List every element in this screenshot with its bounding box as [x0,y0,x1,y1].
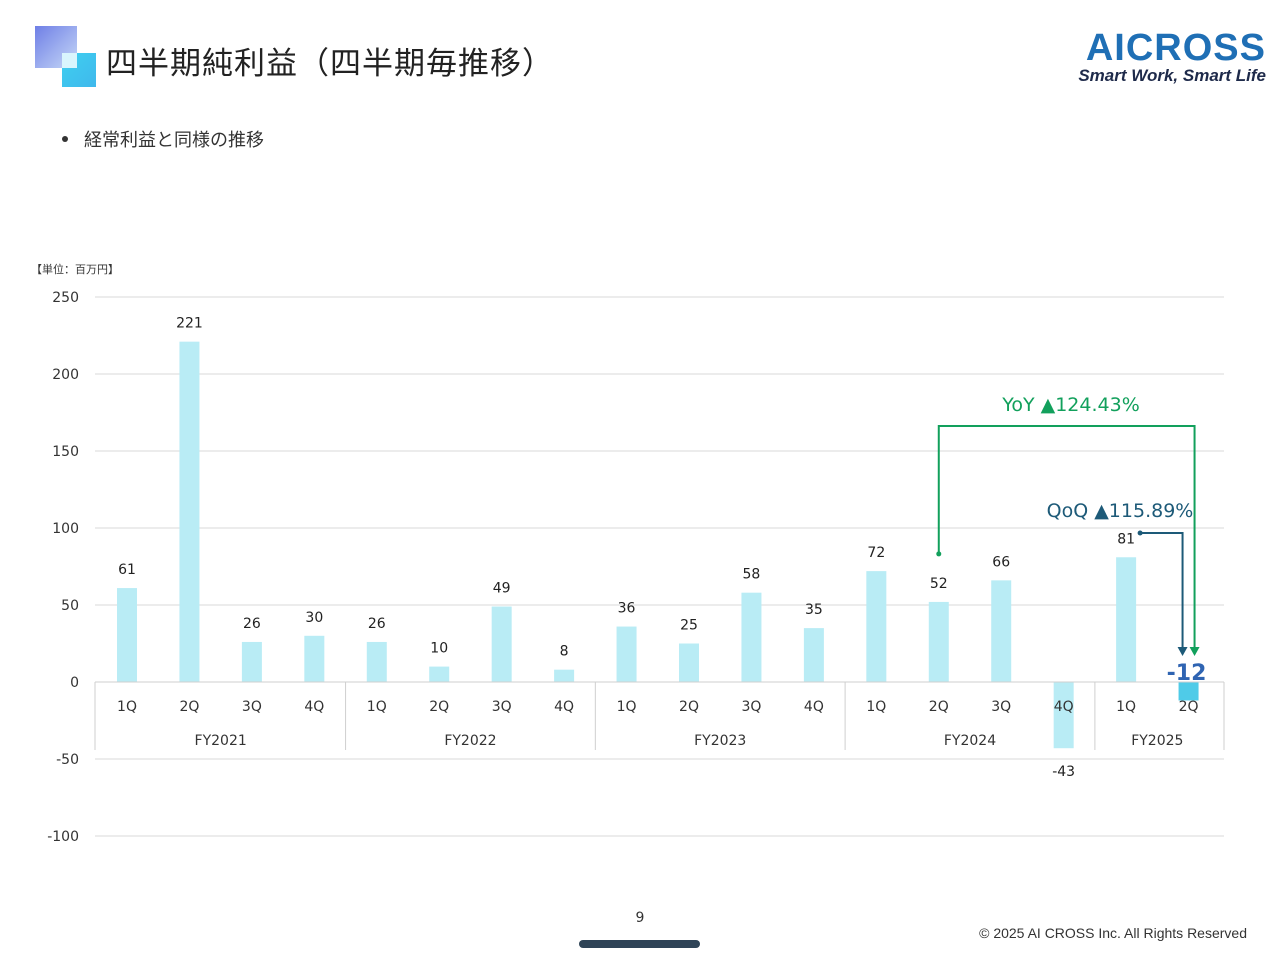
bullet-point: 経常利益と同様の推移 [62,126,264,152]
bar [554,669,575,682]
unit-label: 【単位：百万円】 [31,263,119,276]
y-tick-label: 150 [52,444,79,460]
bar [179,341,200,682]
page-scrollbar[interactable] [579,940,700,948]
brand-name: AICROSS [1085,27,1266,69]
copyright-text: © 2025 AI CROSS Inc. All Rights Reserved [979,925,1247,941]
bar [491,606,512,682]
x-tick-label: 1Q [617,699,637,715]
y-tick-label: 50 [61,598,79,614]
bar [1053,682,1074,749]
data-label: 26 [368,616,386,632]
x-tick-label: 2Q [679,699,699,715]
data-label: 36 [618,601,636,617]
x-tick-label: 4Q [1054,699,1074,715]
y-tick-label: 100 [52,521,79,537]
data-label: 58 [743,567,761,583]
data-label: -43 [1052,764,1075,780]
x-tick-label: 3Q [492,699,512,715]
x-tick-label: 3Q [991,699,1011,715]
x-tick-label: 2Q [1179,699,1199,715]
bullet-text: 経常利益と同様の推移 [84,130,264,151]
x-group-label: FY2024 [944,733,996,749]
data-label: 221 [176,316,203,332]
x-group-label: FY2021 [195,733,247,749]
bar [803,628,824,682]
data-label: 61 [118,562,136,578]
bar [366,641,387,682]
x-tick-label: 1Q [367,699,387,715]
bar [1116,557,1137,682]
y-tick-label: -100 [47,829,79,845]
bar [304,635,325,682]
qoq-label: QoQ ▲115.89% [1047,500,1194,522]
yoy-arrow-icon [1189,647,1200,656]
x-tick-label: 2Q [929,699,949,715]
x-tick-label: 1Q [1116,699,1136,715]
data-label: 66 [992,554,1010,570]
data-label: 26 [243,616,261,632]
yoy-label: YoY ▲124.43% [1001,394,1140,416]
brand-logo: AICROSS Smart Work, Smart Life [1026,28,1266,86]
brand-tagline: Smart Work, Smart Life [1078,66,1266,85]
data-label: 25 [680,618,698,634]
data-label: 8 [560,644,569,660]
data-label: 35 [805,602,823,618]
page-number: 9 [635,910,645,926]
x-group-label: FY2023 [694,733,746,749]
x-tick-label: 1Q [866,699,886,715]
x-tick-label: 4Q [554,699,574,715]
data-label: 52 [930,576,948,592]
x-group-label: FY2025 [1131,733,1183,749]
brand-square-icon [35,26,96,87]
bar [741,592,762,682]
data-label: 72 [867,545,885,561]
data-label: 81 [1117,531,1135,547]
data-label: 30 [305,610,323,626]
bar [679,643,699,682]
x-tick-label: 3Q [741,699,761,715]
x-tick-label: 1Q [117,699,137,715]
net-income-chart: 250 200 150 100 50 0 -50 -100 61 221 26 30 26 10 49 8 36… [47,290,1225,845]
bar [429,666,450,682]
bar [117,588,137,682]
data-label: 10 [430,641,448,657]
x-group-label: FY2022 [444,733,496,749]
y-tick-label: 200 [52,367,79,383]
qoq-connector [1140,532,1184,650]
bar [616,626,637,682]
bar [866,571,887,682]
x-tick-label: 3Q [242,699,262,715]
bar [928,601,949,682]
x-tick-label: 4Q [304,699,324,715]
x-tick-label: 2Q [429,699,449,715]
page-title: 四半期純利益（四半期毎推移） [106,46,554,82]
bullet-dot-icon [62,136,68,142]
data-label: 49 [493,581,511,597]
bar [991,580,1012,682]
y-tick-label: 0 [70,675,79,691]
y-tick-label: 250 [52,290,79,306]
qoq-arrow-icon [1177,647,1188,656]
x-tick-label: 2Q [179,699,199,715]
bar [1178,682,1199,701]
y-tick-label: -50 [56,752,79,768]
yoy-connector [937,425,1196,650]
bar [241,641,262,682]
x-tick-label: 4Q [804,699,824,715]
